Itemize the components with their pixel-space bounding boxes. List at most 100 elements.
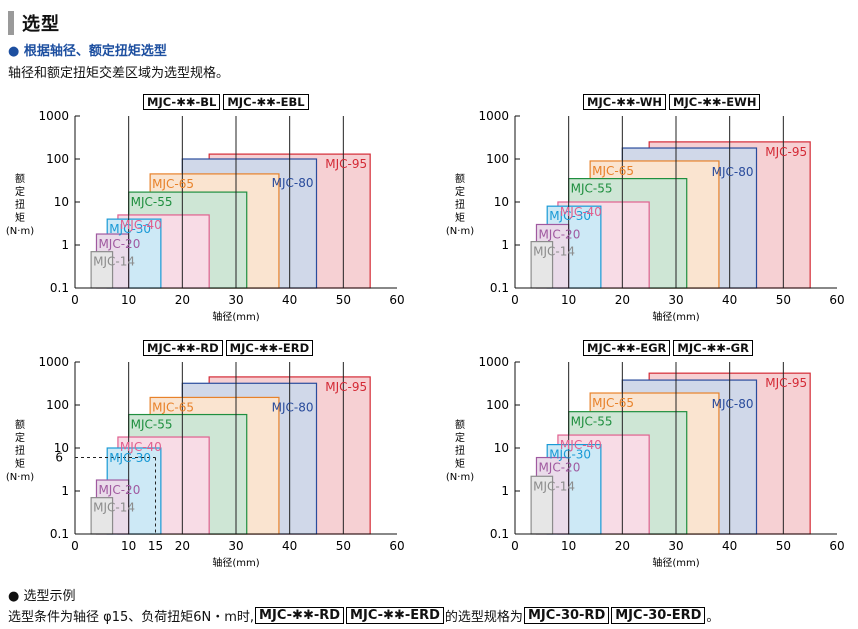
y-axis-label: 矩 <box>15 211 25 224</box>
series-label: MJC-95 <box>765 376 807 390</box>
x-tick-label: 0 <box>511 293 519 307</box>
header-accent-bar <box>8 11 14 35</box>
y-tick-label: 1000 <box>38 355 69 369</box>
y-tick-label: 1 <box>61 484 69 498</box>
chart-wh: MJC-✱✱-WH MJC-✱✱-EWH 0.1 1 10 100 1000 0 10 20 30 4… <box>440 92 858 324</box>
y-tick-label: 100 <box>46 398 69 412</box>
y-tick-label-extra: 6 <box>55 451 63 465</box>
x-tick-label: 10 <box>121 539 136 553</box>
section-header: 选型 <box>8 11 60 35</box>
x-tick-label: 10 <box>561 539 576 553</box>
x-tick-label: 40 <box>282 293 297 307</box>
series-label: MJC-55 <box>571 182 613 196</box>
x-tick-label: 0 <box>71 539 79 553</box>
y-axis-label: (N·m) <box>446 226 474 237</box>
x-tick-label: 50 <box>776 539 791 553</box>
series-label: MJC-20 <box>98 237 140 251</box>
series-label: MJC-80 <box>712 165 754 179</box>
x-tick-label: 40 <box>722 293 737 307</box>
y-axis-label: 定 <box>15 431 25 444</box>
chart-svg: 0.1 1 10 100 1000 0 10 20 30 40 50 60 轴径(mm) 额定扭矩 (N·m… <box>6 109 405 323</box>
series-label: MJC-40 <box>120 218 162 232</box>
chart-title-box: MJC-✱✱-EBL <box>223 94 309 110</box>
chart-title-boxes: MJC-✱✱-RD MJC-✱✱-ERD <box>143 340 314 356</box>
series-label: MJC-55 <box>131 418 173 432</box>
series-label: MJC-65 <box>592 164 634 178</box>
y-axis-label: 额 <box>455 172 465 185</box>
chart-title-box: MJC-✱✱-RD <box>143 340 223 356</box>
y-tick-label: 10 <box>494 441 509 455</box>
section-subtitle: ● 根据轴径、额定扭矩选型 <box>8 44 167 59</box>
chart-title-box: MJC-✱✱-WH <box>583 94 667 110</box>
x-tick-label: 50 <box>336 539 351 553</box>
y-axis-label: 额 <box>455 418 465 431</box>
chart-title-box: MJC-✱✱-EWH <box>669 94 761 110</box>
y-tick-label: 1 <box>501 238 509 252</box>
y-tick-label: 1000 <box>478 109 509 123</box>
x-axis-label: 轴径(mm) <box>652 310 699 323</box>
y-tick-label: 100 <box>486 152 509 166</box>
chart-title-box: MJC-✱✱-BL <box>143 94 221 110</box>
series-label: MJC-20 <box>98 483 140 497</box>
y-axis-label: 矩 <box>455 457 465 470</box>
x-tick-label: 60 <box>389 539 404 553</box>
chart-title-boxes: MJC-✱✱-BL MJC-✱✱-EBL <box>143 94 309 110</box>
x-tick-label: 10 <box>121 293 136 307</box>
series-label: MJC-80 <box>272 176 314 190</box>
section-description: 轴径和额定扭矩交差区域为选型规格。 <box>8 66 230 81</box>
example-box-4: MJC-30-ERD <box>611 607 706 624</box>
series-label: MJC-20 <box>538 461 580 475</box>
x-tick-label-example: 15 <box>148 539 163 553</box>
series-label: MJC-65 <box>152 177 194 191</box>
y-axis-label: (N·m) <box>6 472 34 483</box>
example-text: 选型条件为轴径 φ15、负荷扭矩6N・m时, MJC-✱✱-RD MJC-✱✱-… <box>8 606 719 625</box>
x-axis-label: 轴径(mm) <box>652 556 699 569</box>
example-box-1: MJC-✱✱-RD <box>255 607 345 624</box>
x-tick-label: 20 <box>175 293 190 307</box>
x-tick-label: 60 <box>829 293 844 307</box>
y-axis-label: 矩 <box>455 211 465 224</box>
y-tick-label: 0.1 <box>490 527 509 541</box>
y-tick-label: 10 <box>54 441 69 455</box>
x-tick-label: 60 <box>389 293 404 307</box>
x-tick-label: 30 <box>668 539 683 553</box>
y-axis-label: 定 <box>15 185 25 198</box>
y-axis-label: 矩 <box>15 457 25 470</box>
x-tick-label: 40 <box>722 539 737 553</box>
series-label: MJC-40 <box>560 205 602 219</box>
x-tick-label: 0 <box>511 539 519 553</box>
x-tick-label: 30 <box>668 293 683 307</box>
y-tick-label: 1 <box>501 484 509 498</box>
chart-title-box: MJC-✱✱-ERD <box>225 340 314 356</box>
x-tick-label: 30 <box>228 539 243 553</box>
y-axis-label: 扭 <box>455 444 465 457</box>
series-label: MJC-14 <box>93 501 135 515</box>
chart-title-box: MJC-✱✱-GR <box>673 340 753 356</box>
series-label: MJC-14 <box>533 245 575 259</box>
y-tick-label: 10 <box>494 195 509 209</box>
chart-svg: 0.1 1 10 100 1000 0 10 20 30 40 50 60 轴径(mm) 额定扭矩 (N·m… <box>446 109 845 323</box>
x-tick-label: 0 <box>71 293 79 307</box>
example-box-3: MJC-30-RD <box>523 607 610 624</box>
x-tick-label: 40 <box>282 539 297 553</box>
y-tick-label: 1 <box>61 238 69 252</box>
x-tick-label: 20 <box>615 293 630 307</box>
page-title: 选型 <box>22 14 60 35</box>
chart-bl: MJC-✱✱-BL MJC-✱✱-EBL 0.1 1 10 100 1000 0 10 20 30 4… <box>0 92 420 324</box>
y-tick-label: 100 <box>486 398 509 412</box>
y-tick-label: 100 <box>46 152 69 166</box>
series-label: MJC-30 <box>549 448 591 462</box>
x-tick-label: 60 <box>829 539 844 553</box>
series-label: MJC-40 <box>120 440 162 454</box>
series-label: MJC-40 <box>560 438 602 452</box>
y-tick-label: 1000 <box>38 109 69 123</box>
series-label: MJC-55 <box>571 415 613 429</box>
series-label: MJC-80 <box>712 397 754 411</box>
series-label: MJC-95 <box>325 380 367 394</box>
example-text-b: 的选型规格为 <box>444 610 523 625</box>
series-label: MJC-30 <box>109 222 151 236</box>
chart-title-boxes: MJC-✱✱-WH MJC-✱✱-EWH <box>583 94 761 110</box>
series-label: MJC-14 <box>533 479 575 493</box>
y-axis-label: 定 <box>455 185 465 198</box>
